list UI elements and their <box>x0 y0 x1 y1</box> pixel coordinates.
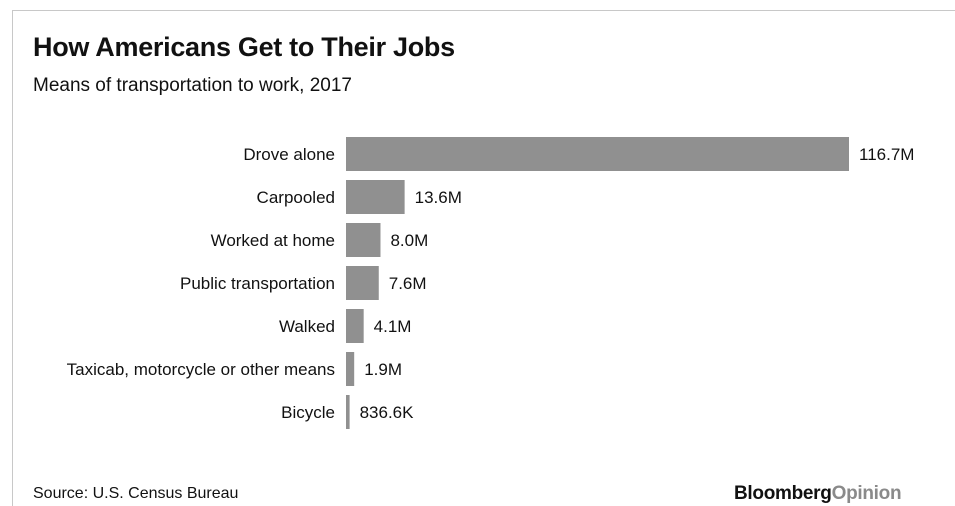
category-label: Public transportation <box>180 274 335 293</box>
value-label: 4.1M <box>374 317 412 336</box>
chart-subtitle: Means of transportation to work, 2017 <box>33 75 352 96</box>
value-label: 13.6M <box>415 188 462 207</box>
category-label: Worked at home <box>211 231 335 250</box>
chart-title: How Americans Get to Their Jobs <box>33 32 455 62</box>
category-label: Bicycle <box>281 403 335 422</box>
category-label: Walked <box>279 317 335 336</box>
value-label: 8.0M <box>390 231 428 250</box>
category-label: Drove alone <box>243 145 335 164</box>
value-label: 116.7M <box>859 145 914 164</box>
value-label: 7.6M <box>389 274 427 293</box>
bar <box>346 395 350 429</box>
frame-border-top <box>12 10 955 11</box>
value-label: 836.6K <box>360 403 415 422</box>
brand-logo-opinion: Opinion <box>831 483 902 504</box>
category-label: Carpooled <box>257 188 335 207</box>
bar <box>346 309 364 343</box>
bar <box>346 137 849 171</box>
brand-logo: BloombergOpinion <box>734 483 902 505</box>
source-note: Source: U.S. Census Bureau <box>33 485 239 502</box>
value-label: 1.9M <box>364 360 402 379</box>
brand-logo-bloomberg: Bloomberg <box>734 483 832 504</box>
frame-border-left <box>12 10 13 506</box>
bar <box>346 180 405 214</box>
bar <box>346 352 355 386</box>
bar <box>346 223 381 257</box>
bar <box>346 266 379 300</box>
category-label: Taxicab, motorcycle or other means <box>67 360 335 379</box>
